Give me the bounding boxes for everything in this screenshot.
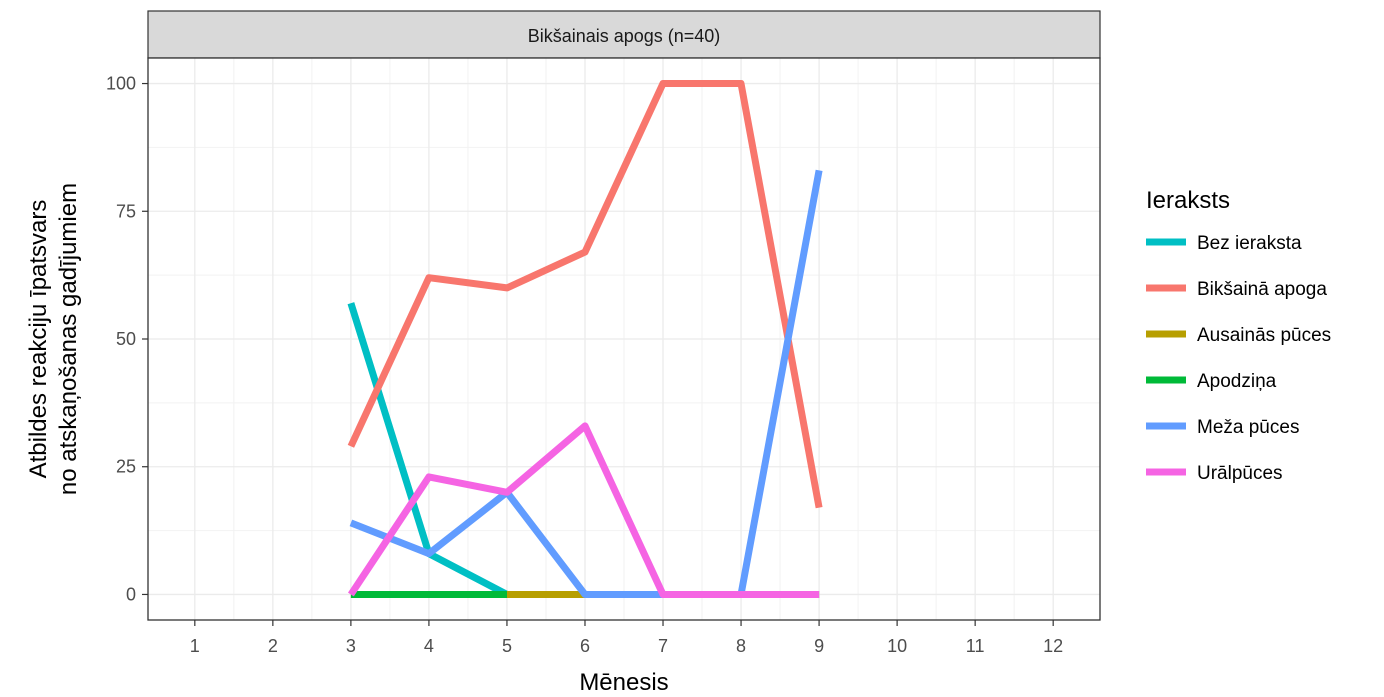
legend: Ieraksts Bez ieraksta Bikšainā apoga Ausai… xyxy=(1146,187,1331,484)
x-tick-label: 12 xyxy=(1043,636,1063,656)
legend-label-5: Meža pūces xyxy=(1197,417,1299,438)
x-tick-label: 7 xyxy=(658,636,668,656)
y-tick-label: 75 xyxy=(116,201,136,221)
x-tick-label: 11 xyxy=(966,636,985,656)
legend-label-4: Apodziņa xyxy=(1197,371,1277,392)
y-tick-label: 25 xyxy=(116,457,136,477)
x-tick-label: 8 xyxy=(736,636,746,656)
legend-label-6: Urālpūces xyxy=(1197,463,1283,484)
x-axis-title: Mēnesis xyxy=(579,669,668,696)
y-tick-label: 0 xyxy=(126,584,136,604)
x-tick-label: 3 xyxy=(346,636,356,656)
y-tick-label: 50 xyxy=(116,329,136,349)
legend-title: Ieraksts xyxy=(1146,187,1230,214)
legend-label-1: Bez ieraksta xyxy=(1197,233,1302,254)
x-tick-label: 6 xyxy=(580,636,590,656)
facet-strip-label: Bikšainais apogs (n=40) xyxy=(528,26,721,46)
legend-label-3: Ausainās pūces xyxy=(1197,325,1331,346)
legend-label-2: Bikšainā apoga xyxy=(1197,279,1327,300)
x-tick-label: 2 xyxy=(268,636,278,656)
x-tick-label: 4 xyxy=(424,636,434,656)
x-tick-label: 5 xyxy=(502,636,512,656)
y-tick-label: 100 xyxy=(106,74,136,94)
x-tick-label: 10 xyxy=(887,636,907,656)
x-tick-label: 9 xyxy=(814,636,824,656)
y-axis-title-line-2: no atskaņošanas gadījumiem xyxy=(55,183,82,495)
y-axis-title-line-1: Atbildes reakciju īpatsvars xyxy=(25,200,52,479)
x-tick-label: 1 xyxy=(190,636,200,656)
